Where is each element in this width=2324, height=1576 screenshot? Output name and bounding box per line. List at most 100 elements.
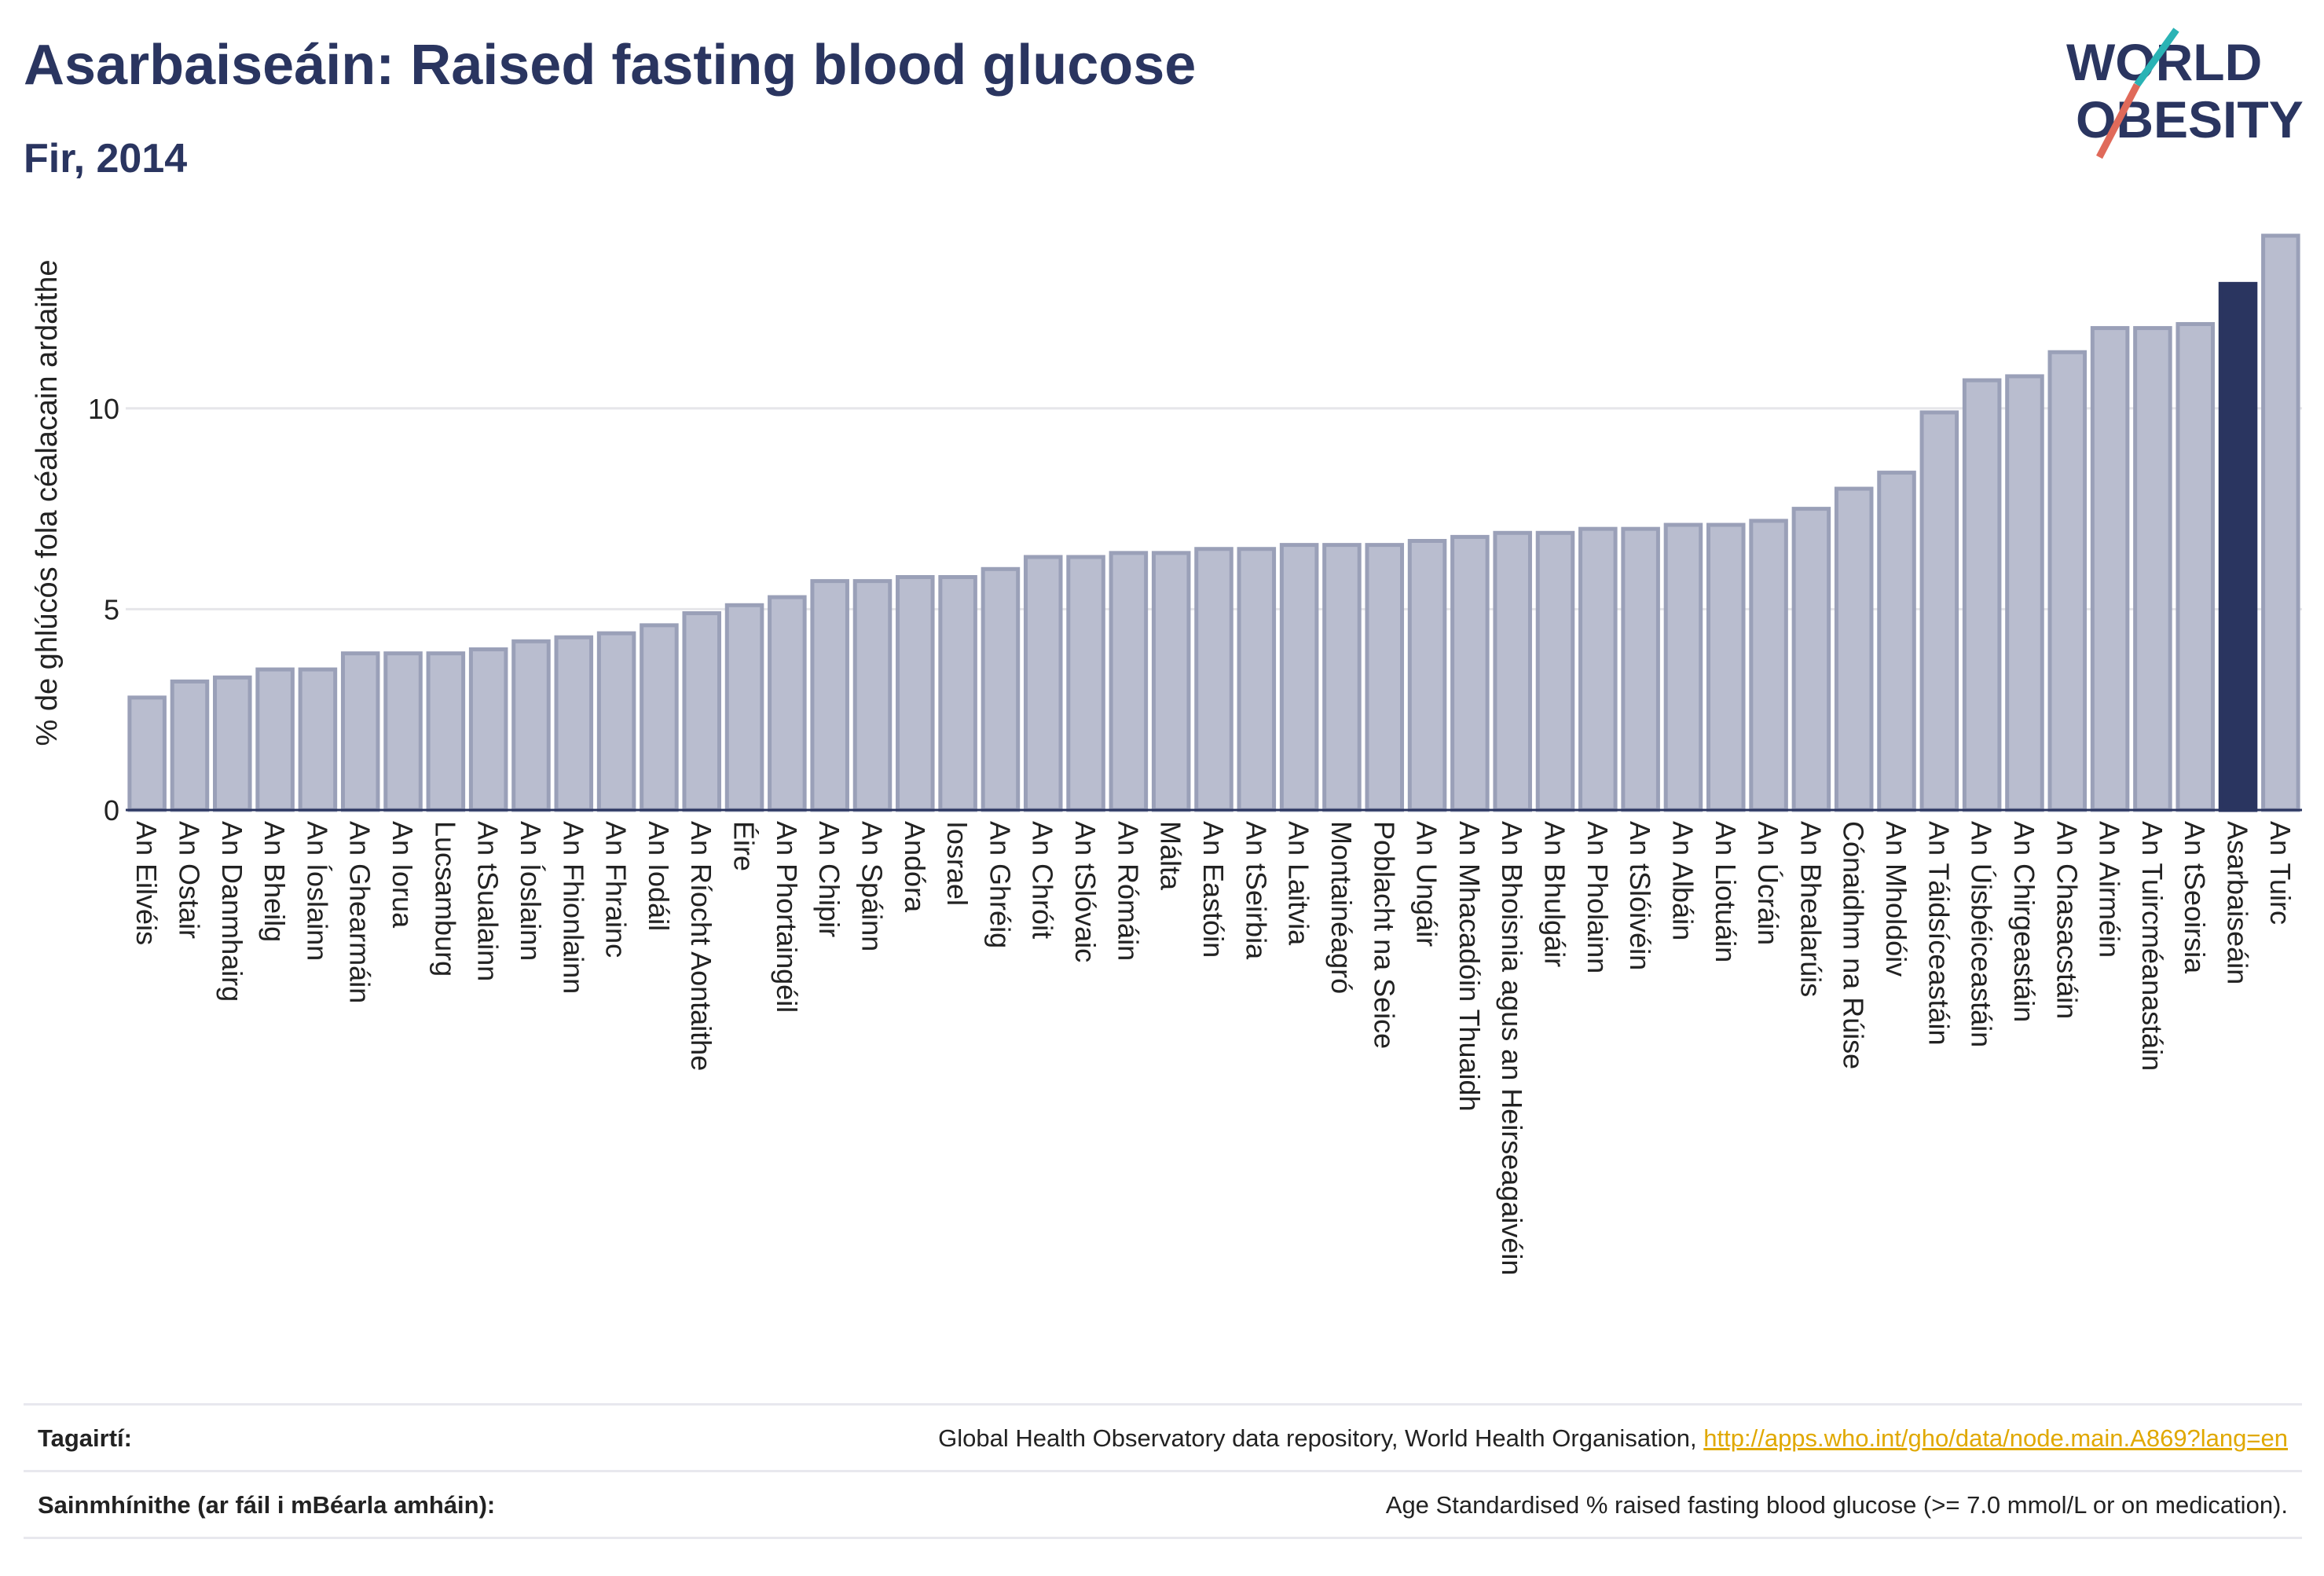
y-axis-label: % de ghlúcós fola céalacain ardaithe (31, 260, 64, 746)
chart-subtitle: Fir, 2014 (24, 136, 188, 181)
bar (852, 579, 893, 812)
bar (1407, 539, 1447, 812)
x-tick-label: An Tuirc (2264, 821, 2297, 925)
x-tick-label: An Íoslainn (515, 821, 547, 961)
bar (340, 651, 380, 812)
bar (1109, 551, 1149, 812)
logo-line2: OBESITY (2076, 90, 2304, 148)
x-tick-label: An Mholdóiv (1880, 821, 1912, 977)
x-tick-label: Lucsamburg (429, 821, 461, 977)
x-tick-label: An Bhulgáir (1539, 821, 1571, 967)
y-tick-label: 5 (104, 593, 119, 625)
bar (1791, 507, 1831, 812)
x-tick-label: An Eilvéis (130, 821, 163, 945)
bar (1237, 547, 1277, 812)
bar (1578, 526, 1618, 812)
bar (468, 647, 508, 812)
bar (981, 566, 1021, 812)
bar (938, 575, 977, 812)
x-ticks: An Eilvéis An Ostair An Danmhairg An Bheilg… (130, 821, 2297, 1275)
bar (640, 623, 679, 812)
x-tick-label: An Danmhairg (216, 821, 248, 1002)
bar (554, 635, 594, 812)
bar (213, 675, 252, 812)
x-tick-label: An Ungáir (1411, 821, 1443, 947)
definitions-row: Sainmhínithe (ar fáil i mBéarla amháin):… (24, 1470, 2302, 1539)
bar (2218, 281, 2258, 812)
bar (255, 667, 295, 812)
x-tick-label: An Táidsíceastáin (1923, 821, 1955, 1046)
x-tick-label: An Chróit (1027, 821, 1059, 939)
bar (2005, 374, 2044, 812)
bar (2261, 233, 2300, 812)
bar (1834, 486, 1874, 812)
references-row: Tagairtí: Global Health Observatory data… (24, 1403, 2302, 1470)
bar (2133, 326, 2172, 812)
bar (724, 603, 764, 812)
x-tick-label: An Fhionlainn (557, 821, 589, 994)
references-label: Tagairtí: (38, 1424, 132, 1452)
references-table: Tagairtí: Global Health Observatory data… (24, 1403, 2302, 1539)
x-tick-label: An Chasacstáin (2051, 821, 2083, 1019)
bars (127, 233, 2300, 812)
x-tick-label: Iosrael (941, 821, 973, 906)
x-tick-label: An Ghearmáin (344, 821, 376, 1003)
chart-title: Asarbaiseáin: Raised fasting blood gluco… (24, 34, 1197, 97)
bar (2176, 321, 2215, 812)
x-tick-label: An Iorua (387, 821, 419, 929)
bar (127, 695, 167, 812)
bar (2047, 350, 2088, 812)
x-tick-label: An Bhealarúis (1794, 821, 1827, 997)
bar (596, 631, 636, 812)
x-tick-label: An Rómáin (1112, 821, 1144, 961)
x-tick-label: An Bheilg (258, 821, 291, 942)
bar-chart: 0 5 10 An Eilvéis An Ostair An Danmhairg An B… (31, 233, 2302, 1275)
bar (682, 611, 722, 812)
bar (1322, 543, 1362, 812)
x-tick-label: An Liotuáin (1710, 821, 1742, 962)
bar (2090, 326, 2130, 812)
bar (511, 639, 551, 812)
x-tick-label: Montainéagró (1325, 821, 1358, 994)
bar (1877, 471, 1916, 812)
x-tick-label: An tSualainn (472, 821, 504, 981)
bar (1962, 378, 2002, 812)
x-tick-label: An Bhoisnia agus an Heirseagaivéin (1496, 821, 1528, 1275)
x-tick-label: An Laitvia (1283, 821, 1315, 946)
x-tick-label: An Fhrainc (600, 821, 632, 958)
references-source: Global Health Observatory data repositor… (938, 1424, 1697, 1452)
bar (896, 575, 935, 812)
x-tick-label: An Íoslainn (301, 821, 333, 961)
bar (1194, 547, 1233, 812)
references-link[interactable]: http://apps.who.int/gho/data/node.main.A… (1703, 1424, 2288, 1452)
bar (1621, 526, 1660, 812)
x-tick-label: An Albáin (1666, 821, 1699, 940)
y-ticks: 0 5 10 (88, 393, 119, 826)
bar (1663, 522, 1703, 812)
x-tick-label: An Chirgeastáin (2008, 821, 2040, 1022)
bar (1365, 543, 1405, 812)
x-tick-label: An Ostair (173, 821, 205, 939)
x-tick-label: An tSeoirsia (2179, 821, 2211, 974)
x-tick-label: An Eastóin (1197, 821, 1230, 958)
x-tick-label: An Spáinn (856, 821, 888, 951)
x-tick-label: Andóra (899, 821, 931, 913)
world-obesity-logo: WORLD OBESITY (2066, 27, 2304, 159)
x-tick-label: An Úcráin (1752, 821, 1784, 945)
bar (298, 667, 338, 812)
x-tick-label: An tSlóvaic (1069, 821, 1102, 962)
x-tick-label: An Ghréig (984, 821, 1016, 948)
x-tick-label: An Airméin (2094, 821, 2126, 958)
bar (1023, 555, 1063, 812)
bar (1706, 522, 1746, 812)
bar (170, 679, 210, 812)
bar (768, 595, 807, 812)
definitions-value: Age Standardised % raised fasting blood … (1385, 1491, 2288, 1519)
bar (383, 651, 423, 812)
bar (1279, 543, 1319, 812)
bar (1919, 410, 1959, 812)
y-tick-label: 0 (104, 794, 119, 826)
definitions-label: Sainmhínithe (ar fáil i mBéarla amháin): (38, 1491, 496, 1519)
x-tick-label: An Ríocht Aontaithe (685, 821, 717, 1071)
y-tick-label: 10 (88, 393, 119, 425)
